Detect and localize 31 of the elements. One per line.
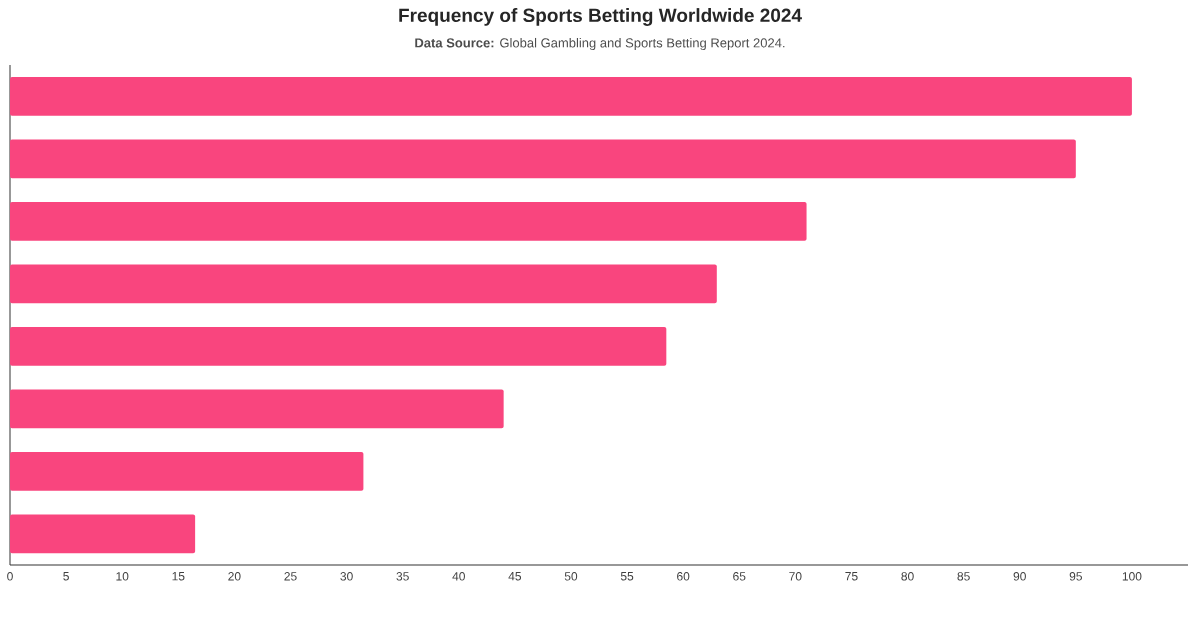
- x-tick-label: 5: [63, 572, 69, 581]
- x-tick-label: 80: [901, 572, 914, 581]
- bar: [10, 139, 1076, 179]
- x-tick-label: 50: [564, 572, 578, 581]
- bar: [10, 389, 504, 429]
- x-tick-label: 20: [228, 572, 241, 581]
- x-tick-label: 55: [620, 572, 634, 581]
- chart-subtitle: Data Source: Global Gambling and Sports Betting Report 2024.: [415, 37, 785, 51]
- x-tick-label: 70: [789, 572, 802, 581]
- x-tick-label: 60: [677, 572, 690, 581]
- x-tick-label: 85: [957, 572, 970, 581]
- x-tick-label: 75: [845, 572, 858, 581]
- x-tick-label: 95: [1069, 572, 1082, 581]
- x-tick-label: 90: [1013, 572, 1026, 581]
- x-tick-label: 100: [1122, 572, 1142, 581]
- x-tick-label: 65: [733, 572, 746, 581]
- x-tick-label: 45: [508, 572, 522, 581]
- x-tick-label: 15: [172, 572, 185, 581]
- x-tick-label: 10: [116, 572, 129, 581]
- bar: [10, 326, 667, 366]
- chart-title: Frequency of Sports Betting Worldwide 2024: [399, 8, 802, 26]
- bar: [10, 201, 807, 241]
- bar: [10, 451, 364, 491]
- x-tick-label: 40: [452, 572, 465, 581]
- x-tick-label: 35: [396, 572, 409, 581]
- bar: [10, 514, 196, 554]
- bar: [10, 76, 1132, 116]
- x-tick-label: 25: [284, 572, 297, 581]
- x-tick-label: 30: [340, 572, 353, 581]
- x-tick-label: 0: [7, 572, 13, 581]
- bar: [10, 264, 717, 304]
